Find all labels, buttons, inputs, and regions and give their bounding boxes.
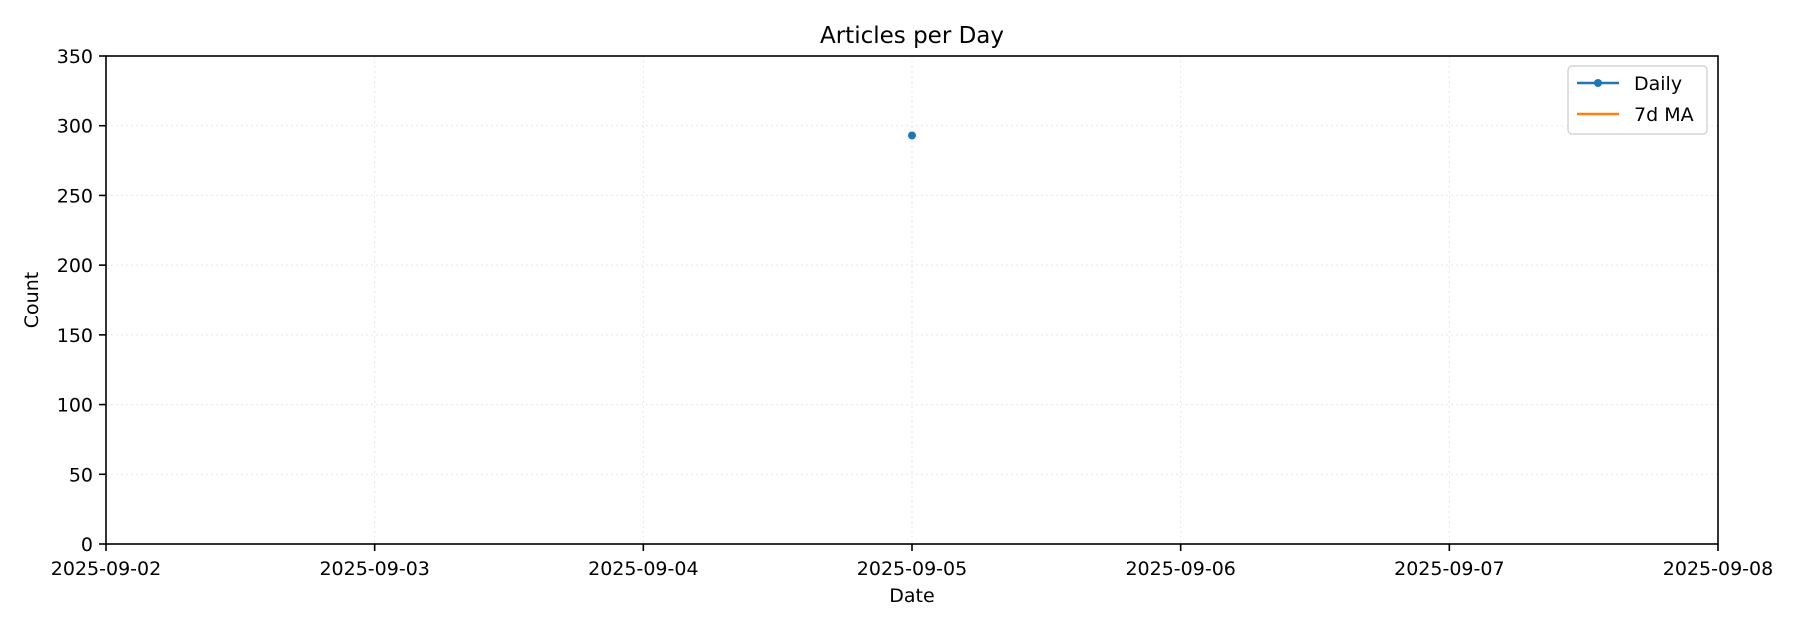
- data-point: [908, 131, 916, 140]
- y-tick-label: 200: [57, 255, 93, 277]
- y-tick-label: 50: [69, 464, 93, 486]
- y-axis-ticks: 0 50 100 150 200 250 300 350: [57, 46, 106, 556]
- series-layer: [908, 131, 916, 140]
- y-tick-label: 350: [57, 46, 93, 68]
- x-tick-label: 2025-09-04: [588, 558, 698, 580]
- y-tick-label: 250: [57, 185, 93, 207]
- y-tick-label: 100: [57, 395, 93, 417]
- x-axis-label: Date: [889, 585, 934, 607]
- x-tick-label: 2025-09-08: [1663, 558, 1773, 580]
- y-tick-label: 300: [57, 116, 93, 138]
- chart-title: Articles per Day: [820, 23, 1004, 49]
- y-tick-label: 150: [57, 325, 93, 347]
- legend-marker-0: [1594, 79, 1602, 87]
- legend-label: Daily: [1634, 73, 1682, 95]
- x-axis-ticks: 2025-09-02 2025-09-03 2025-09-04 2025-09-05…: [51, 544, 1773, 580]
- x-tick-label: 2025-09-07: [1394, 558, 1504, 580]
- x-tick-label: 2025-09-02: [51, 558, 161, 580]
- legend: Daily 7d MA: [1567, 65, 1708, 135]
- x-tick-label: 2025-09-05: [857, 558, 967, 580]
- legend-label: 7d MA: [1634, 104, 1694, 126]
- x-tick-label: 2025-09-06: [1125, 558, 1235, 580]
- y-axis-label: Count: [21, 272, 43, 328]
- x-tick-label: 2025-09-03: [319, 558, 429, 580]
- y-tick-label: 0: [81, 534, 93, 556]
